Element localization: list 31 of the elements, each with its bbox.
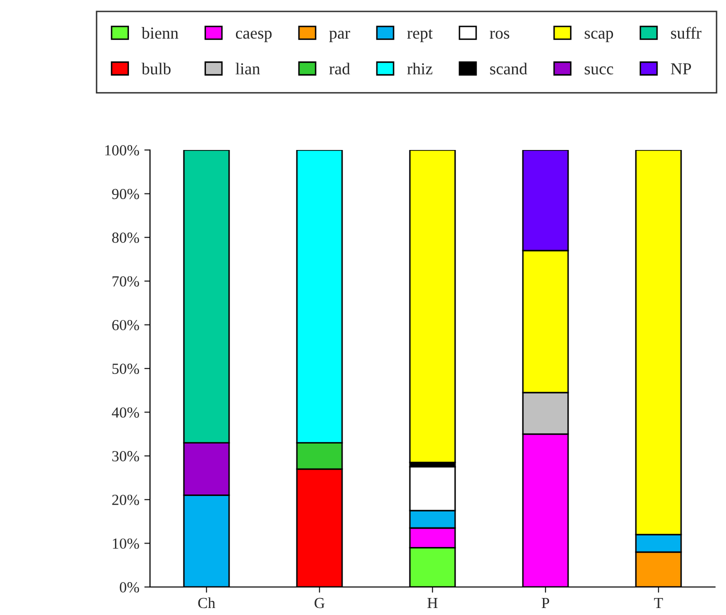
legend-label: bienn	[142, 27, 178, 39]
x-tick-label: H	[427, 598, 438, 608]
legend-label: scap	[584, 30, 614, 42]
legend-label: suffr	[671, 26, 702, 39]
y-tick-label: 100%	[105, 145, 140, 156]
x-tick-label: Ch	[198, 597, 216, 608]
y-tick-label: 50%	[112, 364, 140, 374]
y-tick-label: 60%	[112, 320, 140, 330]
legend-label: succ	[584, 66, 614, 74]
legend-label: caesp	[236, 30, 272, 42]
legend-label: ros	[490, 30, 510, 39]
y-tick-label: 90%	[112, 188, 140, 200]
legend-label: rept	[407, 29, 433, 42]
x-tick-label: P	[542, 598, 550, 608]
y-tick-label: 30%	[112, 451, 140, 462]
legend-label: lian	[236, 62, 260, 74]
y-tick-label: 10%	[112, 538, 140, 549]
x-tick-label: G	[314, 598, 325, 608]
bar	[409, 150, 456, 464]
y-tick-label: 0%	[120, 582, 140, 592]
legend-label: scand	[490, 62, 528, 74]
y-tick-label: 20%	[112, 494, 140, 506]
legend-label: bulb	[142, 62, 171, 74]
legend-label: rad	[329, 62, 350, 74]
y-tick-label: 70%	[112, 276, 140, 287]
legend-label: rhiz	[407, 62, 432, 74]
x-tick-label: T	[654, 598, 663, 608]
y-tick-label: 40%	[112, 407, 140, 418]
legend-label: par	[329, 30, 350, 42]
y-tick-label: 80%	[112, 232, 140, 243]
legend-label: NP	[670, 63, 692, 74]
